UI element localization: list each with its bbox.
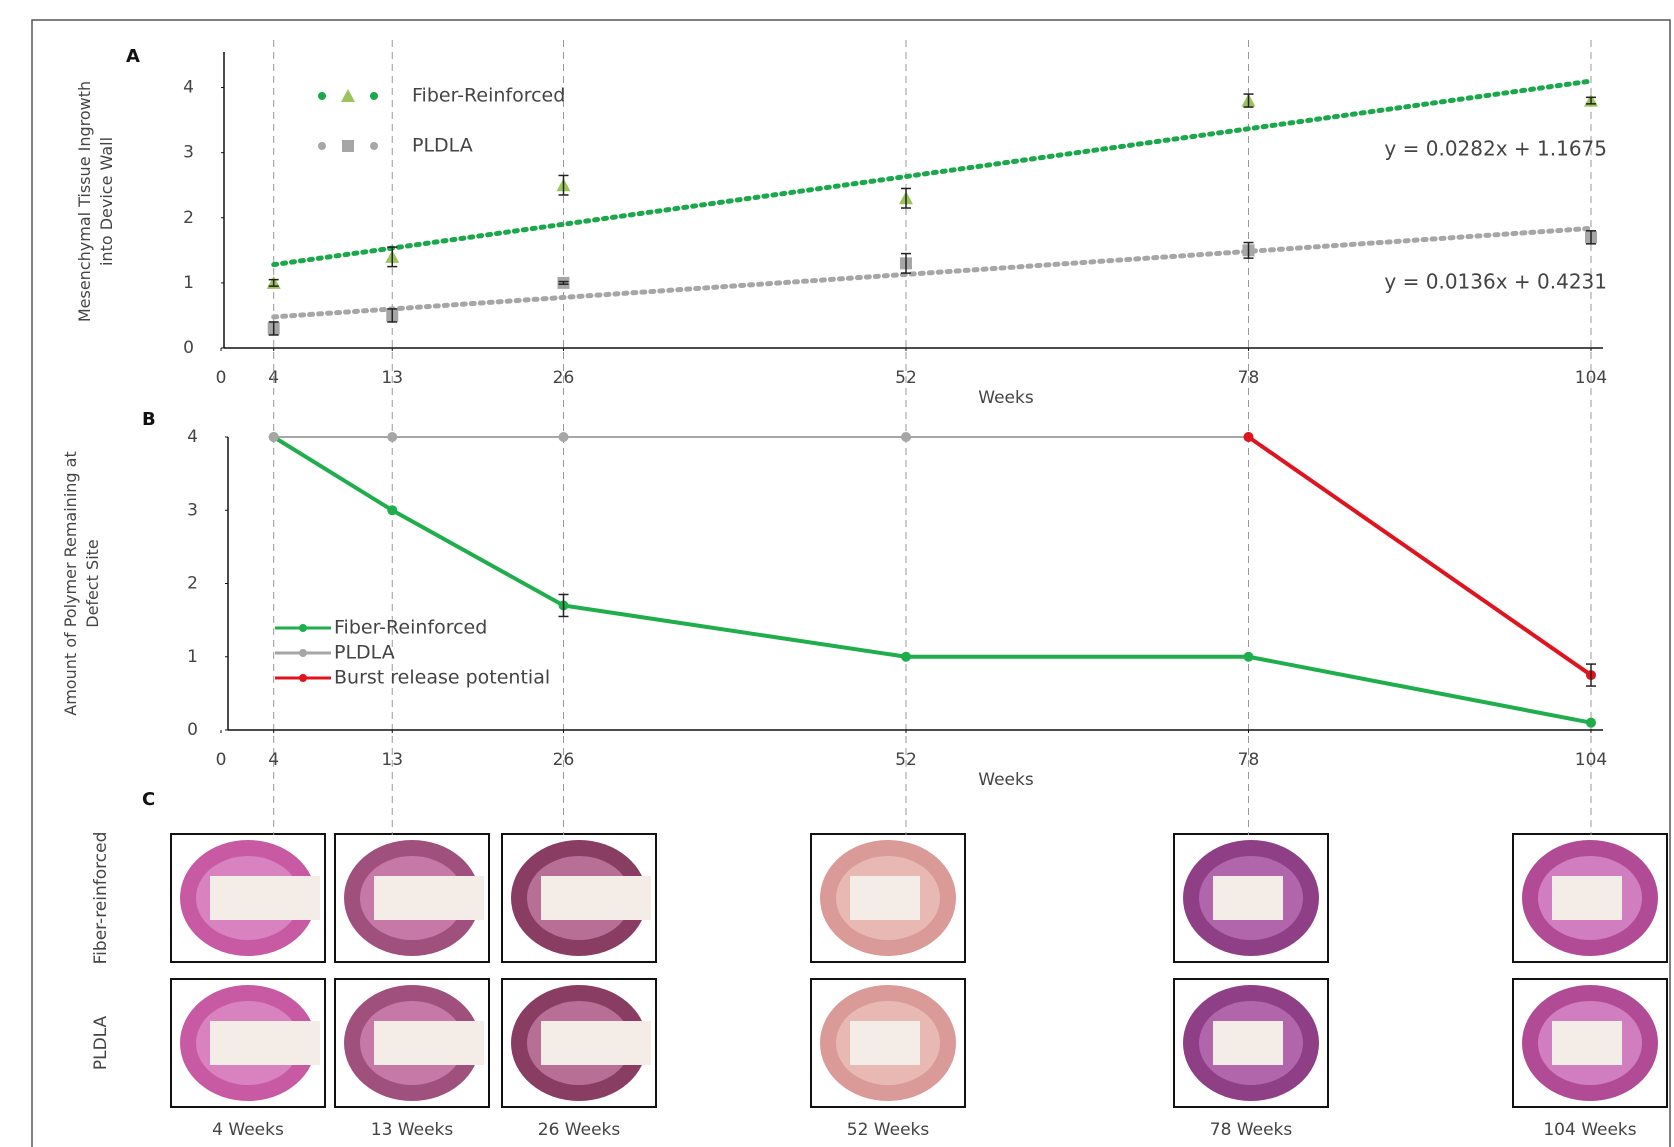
point xyxy=(1586,718,1596,728)
point xyxy=(1244,432,1254,442)
implant xyxy=(541,1021,651,1065)
x-tick-label: 0 xyxy=(216,368,227,388)
y-tick-label: 0 xyxy=(187,720,198,740)
y-tick-label: 3 xyxy=(183,143,194,163)
column-label: 4 Weeks xyxy=(212,1120,284,1140)
panel-letter: C xyxy=(142,789,155,810)
legend-dot xyxy=(370,92,378,100)
trendline-equation: y = 0.0136x + 0.4231 xyxy=(1384,270,1607,294)
legend-dot xyxy=(318,92,326,100)
y-axis-label-line: Amount of Polymer Remaining at xyxy=(61,451,80,715)
point xyxy=(559,432,569,442)
implant xyxy=(1552,876,1622,920)
implant xyxy=(1552,1021,1622,1065)
x-tick-label: 52 xyxy=(895,750,917,770)
implant xyxy=(850,1021,920,1065)
frame xyxy=(32,20,1670,1147)
y-tick-label: 1 xyxy=(187,647,198,667)
x-tick-label: 104 xyxy=(1575,750,1607,770)
row-label: Fiber-reinforced xyxy=(91,832,111,965)
point xyxy=(1244,652,1254,662)
legend-label: Fiber-Reinforced xyxy=(334,617,487,639)
y-axis-label-line: Defect Site xyxy=(83,539,102,628)
x-tick-label: 4 xyxy=(268,750,279,770)
column-label: 26 Weeks xyxy=(538,1120,621,1140)
y-tick-label: 0 xyxy=(183,338,194,358)
implant xyxy=(210,1021,320,1065)
row-label: PLDLA xyxy=(91,1015,111,1070)
point xyxy=(901,432,911,442)
implant xyxy=(374,876,484,920)
implant xyxy=(541,876,651,920)
legend-label: PLDLA xyxy=(334,642,395,664)
trendline xyxy=(274,81,1591,265)
histology-images xyxy=(171,834,1667,1107)
figure: A B C 012340413265278104WeeksMesenchymal… xyxy=(0,0,1674,1147)
legend-dot xyxy=(318,142,326,150)
legend-dot xyxy=(370,142,378,150)
x-tick-label: 0 xyxy=(216,750,227,770)
panel-letter: A xyxy=(126,46,140,67)
y-axis-label-line: into Device Wall xyxy=(97,137,116,266)
legend-dot xyxy=(299,674,307,682)
y-tick-label: 2 xyxy=(183,208,194,228)
point xyxy=(901,652,911,662)
y-axis-label-line: Mesenchymal Tissue Ingrowth xyxy=(75,81,94,322)
legend-label: Fiber-Reinforced xyxy=(412,85,565,107)
x-tick-label: 26 xyxy=(553,750,575,770)
implant xyxy=(850,876,920,920)
column-label: 78 Weeks xyxy=(1210,1120,1293,1140)
y-tick-label: 2 xyxy=(187,574,198,594)
point xyxy=(387,505,397,515)
panel-letter: B xyxy=(142,409,156,430)
y-tick-label: 3 xyxy=(187,500,198,520)
x-tick-label: 78 xyxy=(1238,750,1260,770)
legend-dot xyxy=(299,649,307,657)
x-axis-label: Weeks xyxy=(978,388,1034,408)
marker xyxy=(341,89,355,102)
y-tick-label: 4 xyxy=(183,78,194,98)
implant xyxy=(210,876,320,920)
series-line xyxy=(1249,437,1592,675)
y-tick-label: 1 xyxy=(183,273,194,293)
implant xyxy=(1213,876,1283,920)
implant xyxy=(1213,1021,1283,1065)
point xyxy=(387,432,397,442)
marker xyxy=(342,140,354,152)
x-axis-label: Weeks xyxy=(978,770,1034,790)
legend-label: PLDLA xyxy=(412,135,473,157)
column-label: 52 Weeks xyxy=(847,1120,930,1140)
point xyxy=(269,432,279,442)
column-label: 13 Weeks xyxy=(371,1120,454,1140)
legend-label: Burst release potential xyxy=(334,667,550,689)
implant xyxy=(374,1021,484,1065)
trendline-equation: y = 0.0282x + 1.1675 xyxy=(1384,137,1607,161)
y-tick-label: 4 xyxy=(187,427,198,447)
column-label: 104 Weeks xyxy=(1543,1120,1636,1140)
x-tick-label: 13 xyxy=(381,750,403,770)
legend-dot xyxy=(299,624,307,632)
